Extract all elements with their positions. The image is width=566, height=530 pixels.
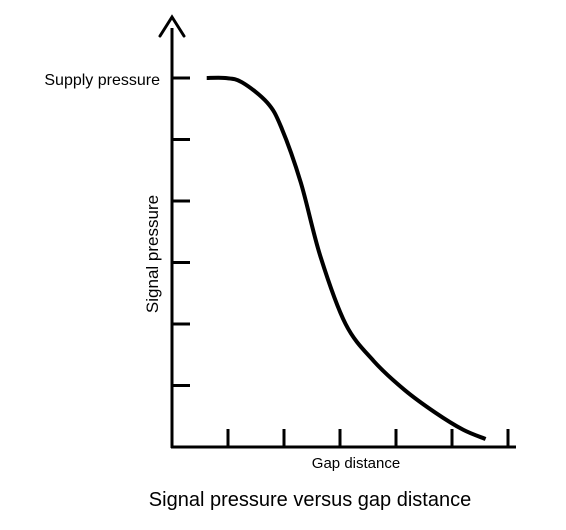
supply-pressure-label: Supply pressure: [44, 72, 160, 89]
x-axis-label: Gap distance: [312, 455, 400, 472]
chart-title: Signal pressure versus gap distance: [149, 489, 471, 511]
y-axis-arrow: [158, 14, 186, 38]
x-ticks: [226, 429, 510, 447]
y-ticks: [172, 76, 190, 387]
series: [206, 75, 487, 441]
axes: [158, 14, 516, 449]
y-axis-label: Signal pressure: [143, 195, 162, 313]
signal-pressure-curve: [206, 75, 487, 441]
